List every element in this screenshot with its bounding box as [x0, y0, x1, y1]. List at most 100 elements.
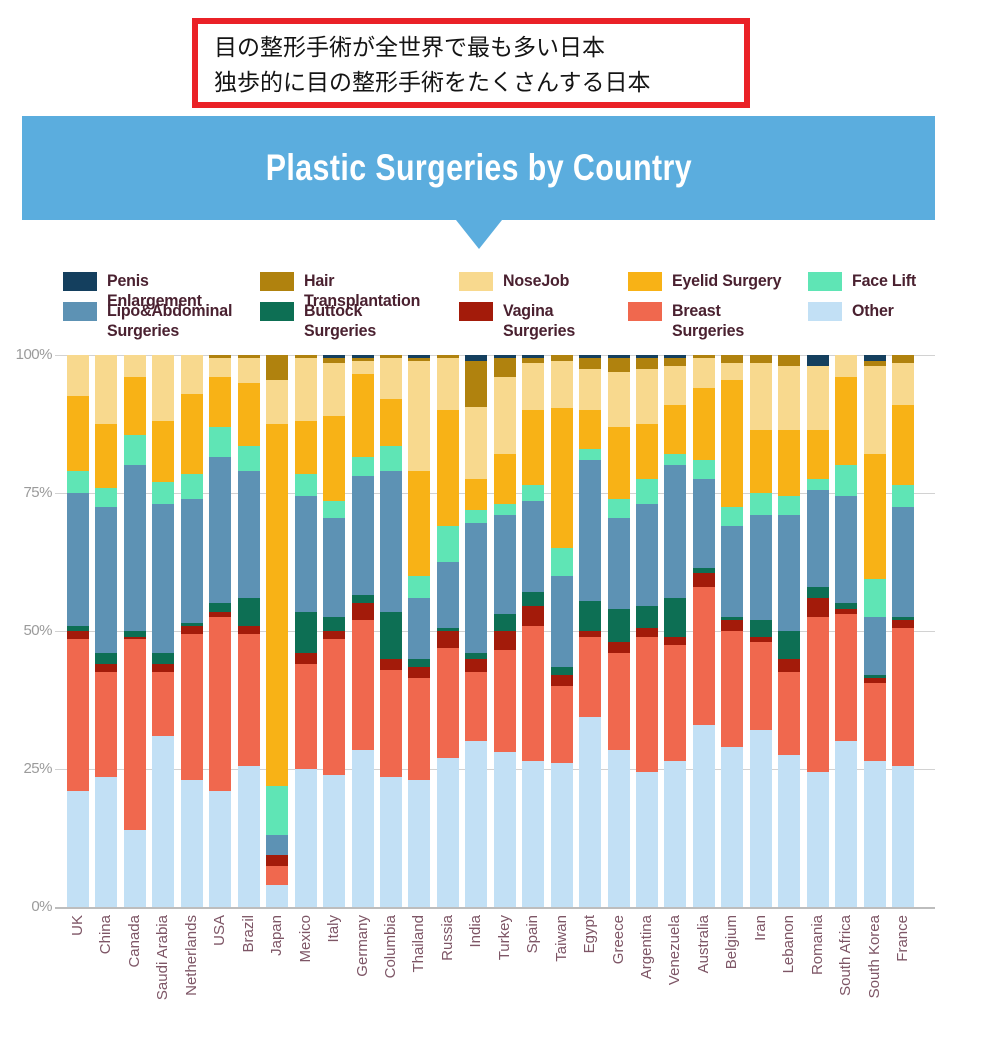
bar-segment-venezuela-vagina-surgeries	[664, 636, 687, 645]
bar-segment-mexico-buttock-surgeries	[294, 611, 317, 654]
legend-item-face-lift: Face Lift	[808, 271, 920, 291]
bar-china	[95, 355, 118, 907]
bar-india	[465, 355, 488, 907]
bar-segment-japan-lipo-abdominal-surgeries	[266, 835, 289, 855]
x-axis-label-china: China	[97, 915, 115, 955]
bar-segment-india-breast-surgeries	[465, 672, 488, 742]
bar-segment-germany-penis-enlargement	[351, 355, 374, 358]
annotation-line-1: 目の整形手術が全世界で最も多い日本	[214, 34, 605, 60]
bar-segment-turkey-buttock-surgeries	[493, 614, 516, 632]
x-axis-label-usa: USA	[211, 915, 229, 946]
bar-segment-brazil-eyelid-surgery	[237, 382, 260, 447]
annotation-box: 目の整形手術が全世界で最も多い日本 独歩的に目の整形手術をたくさんする日本	[192, 18, 750, 108]
bar-segment-south-korea-penis-enlargement	[863, 355, 886, 361]
x-axis-label-argentina: Argentina	[638, 915, 655, 980]
bar-uk	[67, 355, 89, 907]
bar-segment-lebanon-buttock-surgeries	[778, 631, 801, 659]
bar-segment-usa-other	[209, 791, 232, 907]
bar-segment-taiwan-buttock-surgeries	[550, 666, 573, 676]
x-axis-label-columbia: Columbia	[381, 915, 399, 979]
bar-segment-columbia-breast-surgeries	[379, 669, 402, 778]
bar-segment-mexico-nosejob	[294, 357, 317, 422]
bar-segment-belgium-breast-surgeries	[721, 631, 744, 747]
legend-item-lipo-abdominal-surgeries: Lipo&Abdominal Surgeries	[63, 301, 239, 341]
x-axis-label-japan: Japan	[268, 915, 286, 956]
bar-segment-thailand-buttock-surgeries	[408, 658, 431, 667]
legend-item-nosejob: NoseJob	[459, 271, 573, 291]
bar-segment-australia-buttock-surgeries	[692, 567, 715, 574]
bar-segment-columbia-face-lift	[379, 446, 402, 471]
bar-segment-netherlands-face-lift	[180, 473, 203, 499]
bar-greece	[607, 355, 630, 907]
bar-segment-spain-vagina-surgeries	[522, 606, 545, 626]
bar-segment-south-africa-nosejob	[835, 355, 858, 378]
bar-segment-usa-breast-surgeries	[209, 617, 232, 792]
bar-segment-columbia-other	[379, 777, 402, 907]
bar-segment-germany-face-lift	[351, 457, 374, 477]
bar-segment-turkey-other	[493, 752, 516, 907]
legend-label-buttock-surgeries: Buttock Surgeries	[304, 301, 377, 340]
bar-segment-turkey-eyelid-surgery	[493, 454, 516, 505]
x-axis-label-germany: Germany	[353, 915, 371, 977]
bar-segment-belgium-vagina-surgeries	[721, 619, 744, 632]
x-axis-label-netherlands: Netherlands	[182, 915, 200, 996]
bar-segment-china-lipo-abdominal-surgeries	[95, 506, 118, 654]
bar-segment-iran-hair-transplantation	[749, 355, 772, 364]
bar-segment-argentina-penis-enlargement	[636, 355, 658, 358]
bar-segment-belgium-hair-transplantation	[721, 355, 744, 364]
bar-segment-uk-nosejob	[67, 355, 89, 397]
bar-mexico	[294, 355, 317, 907]
bar-segment-france-eyelid-surgery	[892, 404, 915, 485]
bar-segment-thailand-nosejob	[408, 360, 431, 471]
bar-segment-germany-vagina-surgeries	[351, 603, 374, 620]
bar-segment-columbia-nosejob	[379, 357, 402, 400]
y-axis-tick-25: 25%	[23, 760, 52, 777]
bar-segment-netherlands-other	[180, 780, 203, 907]
legend-swatch-buttock-surgeries	[260, 302, 294, 321]
bar-segment-greece-buttock-surgeries	[607, 608, 630, 643]
y-axis-tick-100: 100%	[15, 346, 53, 363]
bar-saudi-arabia	[152, 355, 175, 907]
bar-segment-india-lipo-abdominal-surgeries	[465, 523, 488, 654]
bar-segment-spain-face-lift	[522, 484, 545, 502]
bar-segment-columbia-eyelid-surgery	[379, 399, 402, 447]
bar-segment-lebanon-vagina-surgeries	[778, 658, 801, 673]
bar-segment-south-africa-other	[835, 741, 858, 907]
bar-segment-germany-other	[351, 749, 374, 907]
bar-segment-italy-buttock-surgeries	[323, 617, 346, 632]
bar-segment-usa-vagina-surgeries	[209, 611, 232, 618]
bar-segment-usa-lipo-abdominal-surgeries	[209, 457, 232, 604]
bar-segment-south-korea-buttock-surgeries	[863, 675, 886, 678]
bar-segment-germany-eyelid-surgery	[351, 374, 374, 458]
legend-label-eyelid-surgery: Eyelid Surgery	[672, 271, 782, 290]
bar-segment-china-nosejob	[95, 355, 118, 425]
bar-segment-australia-nosejob	[692, 357, 715, 389]
bar-columbia	[379, 355, 402, 907]
bar-segment-turkey-lipo-abdominal-surgeries	[493, 515, 516, 615]
bar-segment-japan-breast-surgeries	[266, 865, 289, 885]
x-axis-label-uk: UK	[69, 915, 86, 936]
bar-segment-canada-nosejob	[123, 355, 146, 378]
legend-label-face-lift: Face Lift	[852, 271, 917, 290]
legend-label-penis-enlargement: Penis Enlargement	[107, 271, 202, 310]
bar-segment-australia-lipo-abdominal-surgeries	[692, 479, 715, 568]
bar-segment-netherlands-buttock-surgeries	[180, 622, 203, 626]
bar-segment-netherlands-nosejob	[180, 355, 203, 394]
bar-segment-saudi-arabia-vagina-surgeries	[152, 664, 175, 673]
bar-segment-greece-eyelid-surgery	[607, 426, 630, 499]
bar-segment-thailand-penis-enlargement	[408, 355, 431, 358]
bar-segment-argentina-vagina-surgeries	[636, 628, 658, 637]
bar-segment-usa-hair-transplantation	[209, 355, 232, 358]
bar-segment-australia-vagina-surgeries	[692, 573, 715, 587]
bar-segment-japan-face-lift	[266, 785, 289, 836]
bar-russia	[436, 355, 459, 907]
bar-segment-usa-eyelid-surgery	[209, 377, 232, 427]
bar-segment-lebanon-hair-transplantation	[778, 355, 801, 367]
bar-segment-italy-hair-transplantation	[323, 357, 346, 364]
bar-segment-australia-other	[692, 724, 715, 907]
bar-segment-saudi-arabia-buttock-surgeries	[152, 653, 175, 665]
bar-segment-lebanon-eyelid-surgery	[778, 429, 801, 496]
bar-segment-south-korea-hair-transplantation	[863, 360, 886, 367]
annotation-line-2: 独歩的に目の整形手術をたくさんする日本	[214, 69, 651, 95]
bar-france	[892, 355, 915, 907]
